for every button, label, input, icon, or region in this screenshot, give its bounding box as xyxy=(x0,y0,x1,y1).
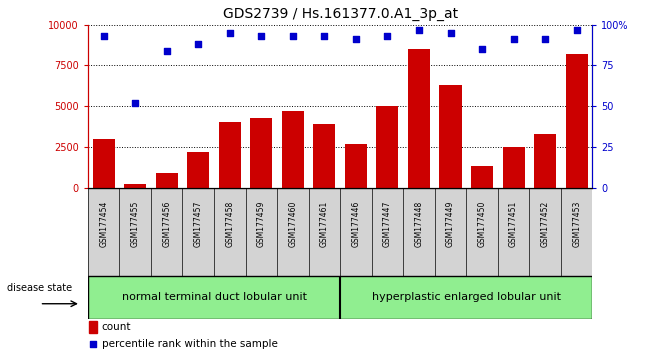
Point xyxy=(414,27,424,33)
Bar xyxy=(313,124,335,188)
Point xyxy=(193,41,204,47)
Text: GSM177447: GSM177447 xyxy=(383,201,392,247)
Text: GSM177456: GSM177456 xyxy=(162,201,171,247)
Text: GSM177457: GSM177457 xyxy=(194,201,202,247)
Point xyxy=(319,33,329,39)
Bar xyxy=(282,111,304,188)
Point xyxy=(477,46,487,52)
Bar xyxy=(187,152,209,188)
Text: count: count xyxy=(102,322,132,332)
Point xyxy=(572,27,582,33)
Point xyxy=(351,36,361,42)
Bar xyxy=(219,122,241,188)
Bar xyxy=(124,184,146,188)
Bar xyxy=(471,166,493,188)
Text: hyperplastic enlarged lobular unit: hyperplastic enlarged lobular unit xyxy=(372,292,561,302)
Point xyxy=(445,30,456,36)
Bar xyxy=(534,134,556,188)
Text: disease state: disease state xyxy=(7,283,72,293)
Point xyxy=(130,100,141,106)
Bar xyxy=(156,173,178,188)
Text: GSM177451: GSM177451 xyxy=(509,201,518,247)
Title: GDS2739 / Hs.161377.0.A1_3p_at: GDS2739 / Hs.161377.0.A1_3p_at xyxy=(223,7,458,21)
Point xyxy=(161,48,172,54)
Bar xyxy=(439,85,462,188)
Text: GSM177453: GSM177453 xyxy=(572,201,581,247)
Text: GSM177460: GSM177460 xyxy=(288,201,298,247)
Text: GSM177458: GSM177458 xyxy=(225,201,234,247)
Text: GSM177459: GSM177459 xyxy=(256,201,266,247)
Text: GSM177455: GSM177455 xyxy=(131,201,140,247)
Point xyxy=(88,341,98,347)
Text: GSM177448: GSM177448 xyxy=(415,201,424,247)
Bar xyxy=(566,54,588,188)
Bar xyxy=(408,49,430,188)
Text: normal terminal duct lobular unit: normal terminal duct lobular unit xyxy=(122,292,307,302)
Bar xyxy=(250,118,272,188)
Bar xyxy=(503,147,525,188)
Text: GSM177450: GSM177450 xyxy=(478,201,486,247)
Text: GSM177454: GSM177454 xyxy=(99,201,108,247)
Text: GSM177446: GSM177446 xyxy=(352,201,361,247)
Bar xyxy=(92,139,115,188)
Point xyxy=(508,36,519,42)
Bar xyxy=(376,106,398,188)
Text: GSM177461: GSM177461 xyxy=(320,201,329,247)
Point xyxy=(382,33,393,39)
Point xyxy=(540,36,550,42)
Bar xyxy=(89,321,97,333)
Point xyxy=(288,33,298,39)
Text: GSM177452: GSM177452 xyxy=(540,201,549,247)
Bar xyxy=(345,144,367,188)
Text: GSM177449: GSM177449 xyxy=(446,201,455,247)
Text: percentile rank within the sample: percentile rank within the sample xyxy=(102,339,277,349)
Point xyxy=(98,33,109,39)
Point xyxy=(256,33,266,39)
Point xyxy=(225,30,235,36)
